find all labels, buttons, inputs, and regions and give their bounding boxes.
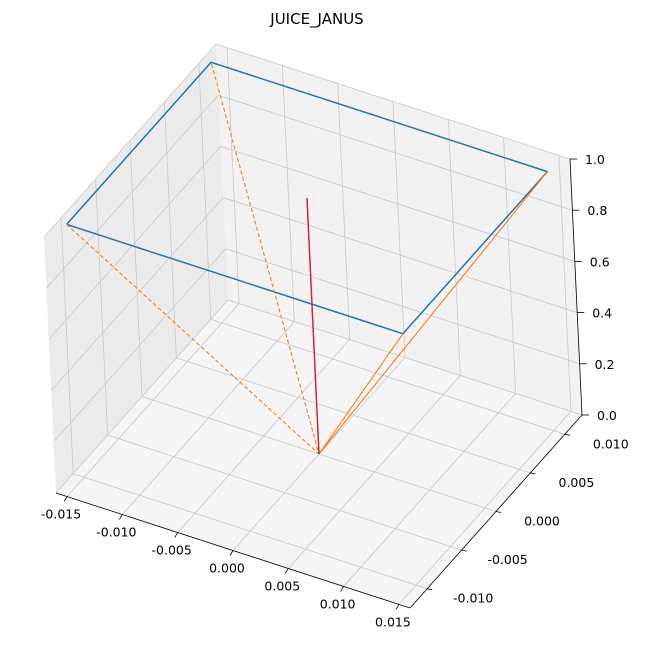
z-gridline-left bbox=[55, 299, 229, 494]
z-gridline-left bbox=[46, 94, 219, 289]
z-gridline-back bbox=[223, 197, 578, 313]
y-gridline-left bbox=[164, 101, 177, 358]
x-gridline-back bbox=[558, 155, 572, 412]
z-tick-label: 0.4 bbox=[592, 306, 612, 321]
y-tick-label: -0.005 bbox=[487, 552, 527, 567]
x-tick-label: -0.015 bbox=[41, 507, 81, 522]
y-tick-label: 0.000 bbox=[524, 514, 560, 529]
z-gridline-back bbox=[227, 299, 583, 416]
y-tick-label: 0.010 bbox=[593, 436, 629, 451]
z-tick-label: 0.8 bbox=[587, 203, 607, 218]
x-gridline-back bbox=[281, 65, 295, 322]
y-gridline-left bbox=[129, 140, 143, 397]
x-tick-label: 0.015 bbox=[375, 614, 411, 629]
z-gridline-back bbox=[218, 94, 573, 211]
z-tick-label: 0.2 bbox=[595, 357, 615, 372]
x-tick bbox=[284, 568, 289, 574]
z-gridline-back bbox=[215, 43, 571, 160]
x-gridline-back bbox=[447, 119, 461, 376]
series-line bbox=[306, 197, 320, 455]
y-gridline-floor bbox=[107, 434, 462, 551]
z-tick-label: 0.6 bbox=[590, 254, 610, 269]
x-tick bbox=[229, 550, 234, 556]
y-tick bbox=[495, 511, 502, 513]
axis-lines bbox=[55, 158, 589, 610]
x-tick bbox=[63, 496, 68, 502]
y-gridline-left bbox=[198, 63, 212, 320]
z-gridline-left bbox=[48, 146, 222, 340]
x-tick-label: -0.010 bbox=[96, 525, 136, 540]
z-tick-label: 1.0 bbox=[585, 152, 605, 167]
x-gridline-back bbox=[226, 47, 240, 304]
y-gridline-floor bbox=[73, 473, 428, 590]
y-tick bbox=[564, 433, 570, 436]
y-tick-label: 0.005 bbox=[559, 475, 595, 490]
y-tick-label: -0.010 bbox=[453, 591, 493, 606]
z-gridline-left bbox=[50, 197, 224, 391]
y-gridline-floor bbox=[210, 318, 565, 435]
tick-labels: -0.015 -0.010 -0.005 0.000 0.005 0.010 0.015 -0… bbox=[41, 152, 629, 629]
x-gridline-back bbox=[503, 137, 517, 394]
y-gridline-floor bbox=[176, 357, 531, 474]
x-axis-line bbox=[55, 492, 411, 609]
x-tick-label: 0.000 bbox=[209, 561, 245, 576]
x-tick bbox=[340, 586, 344, 592]
z-tick-label: 0.0 bbox=[597, 408, 617, 423]
x-tick-label: 0.010 bbox=[320, 596, 356, 611]
z-gridline-left bbox=[53, 248, 226, 443]
x-tick bbox=[395, 604, 400, 610]
z-gridline-back bbox=[225, 248, 580, 365]
x-tick-label: -0.005 bbox=[152, 543, 192, 558]
y-tick bbox=[461, 549, 467, 552]
x-tick bbox=[174, 532, 179, 538]
x-gridline-back bbox=[337, 83, 351, 340]
y-gridline-left bbox=[95, 179, 108, 436]
x-tick bbox=[119, 514, 123, 520]
chart-title: JUICE_JANUS bbox=[269, 10, 363, 29]
series-lines bbox=[66, 61, 549, 455]
x-gridline-back bbox=[392, 101, 406, 358]
y-gridline-left bbox=[60, 217, 74, 474]
y-axis-line bbox=[409, 414, 583, 609]
axis-panes bbox=[44, 44, 582, 608]
z-axis-line bbox=[569, 158, 583, 416]
z-gridline-left bbox=[43, 43, 217, 238]
y-tick bbox=[427, 588, 433, 591]
x-tick-label: 0.005 bbox=[264, 578, 300, 593]
z-gridline-back bbox=[220, 146, 575, 262]
y-tick bbox=[530, 472, 536, 475]
